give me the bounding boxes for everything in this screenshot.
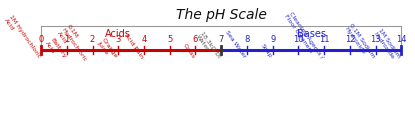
Text: Orange
Juice: Orange Juice [96, 37, 118, 62]
Text: 4: 4 [142, 35, 146, 44]
Text: Acid Rain: Acid Rain [123, 32, 144, 59]
Text: 7: 7 [219, 35, 224, 44]
Text: 0: 0 [39, 35, 44, 44]
Text: 18.3kΩ DI
Water: 18.3kΩ DI Water [195, 31, 221, 62]
Text: 10: 10 [293, 35, 304, 44]
Text: 9: 9 [270, 35, 275, 44]
Text: Battery
Acid: Battery Acid [44, 37, 67, 62]
Text: Acids: Acids [105, 30, 131, 39]
Text: 12: 12 [345, 35, 355, 44]
Text: 1M Hydrochloric
Acid: 1M Hydrochloric Acid [3, 14, 41, 62]
Text: 8: 8 [244, 35, 250, 44]
Text: 1: 1 [64, 35, 69, 44]
Text: 3: 3 [115, 35, 121, 44]
Text: 5: 5 [167, 35, 172, 44]
Text: Cleaning Agents /
Floor Cleaners: Cleaning Agents / Floor Cleaners [283, 11, 324, 62]
Text: 0.1M
Hydrochloric
Acid: 0.1M Hydrochloric Acid [56, 24, 93, 66]
Text: 1M Sodium
Hydroxide: 1M Sodium Hydroxide [373, 28, 401, 62]
Text: 0.1M Sodium
Hydroxide: 0.1M Sodium Hydroxide [344, 23, 376, 62]
Text: Bases: Bases [297, 30, 326, 39]
Text: Sea Water: Sea Water [225, 30, 247, 59]
Text: Soap: Soap [260, 43, 273, 59]
Text: Colas: Colas [182, 42, 195, 59]
Text: 2: 2 [90, 35, 95, 44]
Text: 6: 6 [193, 35, 198, 44]
Text: 13: 13 [370, 35, 381, 44]
Text: 11: 11 [319, 35, 330, 44]
Text: 14: 14 [396, 35, 407, 44]
Text: The pH Scale: The pH Scale [176, 8, 267, 22]
